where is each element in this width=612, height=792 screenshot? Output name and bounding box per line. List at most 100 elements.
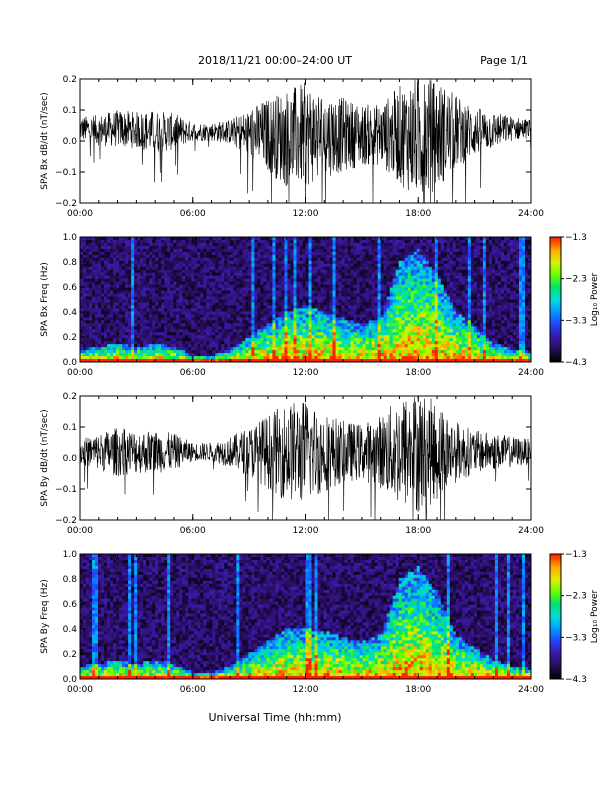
spectrogram-cell xyxy=(212,254,216,259)
spectrogram-cell xyxy=(425,323,430,327)
spectrogram-cell xyxy=(239,302,243,306)
spectrogram-cell xyxy=(230,359,234,363)
spectrogram-cell xyxy=(143,260,147,265)
spectrogram-cell xyxy=(101,350,105,354)
spectrogram-cell xyxy=(245,326,249,330)
spectrogram-cell xyxy=(116,278,120,283)
spectrogram-cell xyxy=(296,335,300,339)
spectrogram-cell xyxy=(89,242,93,247)
spectrogram-cell xyxy=(152,350,156,354)
spectrogram-cell xyxy=(116,266,120,271)
spectrogram-cell xyxy=(392,237,397,241)
spectrogram-cell xyxy=(407,242,412,247)
spectrogram-cell xyxy=(302,356,306,360)
spectrogram-cell xyxy=(410,302,415,306)
spectrogram-cell xyxy=(134,281,138,286)
spectrogram-cell xyxy=(212,237,216,241)
spectrogram-cell xyxy=(401,326,406,330)
spectrogram-cell xyxy=(377,326,382,330)
spectrogram-cell xyxy=(98,275,102,280)
spectrogram-cell xyxy=(95,338,99,342)
spectrogram-cell xyxy=(248,332,252,336)
spectrogram-cell xyxy=(401,272,406,277)
spectrogram-cell xyxy=(110,287,114,291)
spectrogram-cell xyxy=(425,275,430,280)
spectrogram-cell xyxy=(161,239,165,244)
spectrogram-cell xyxy=(113,332,117,336)
spectrogram-cell xyxy=(413,248,418,253)
spectrogram-cell xyxy=(428,260,433,265)
spectrogram-cell xyxy=(278,308,282,312)
spectrogram-cell xyxy=(92,290,96,294)
spectrogram-cell xyxy=(182,254,186,259)
spectrogram-cell xyxy=(86,314,90,318)
spectrogram-cell xyxy=(413,281,418,286)
spectrogram-cell xyxy=(287,269,291,274)
spectrogram-cell xyxy=(206,332,210,336)
spectrogram-cell xyxy=(83,281,87,286)
spectrogram-cell xyxy=(227,350,231,354)
spectrogram-cell xyxy=(80,293,84,297)
spectrogram-cell xyxy=(176,269,180,274)
spectrogram-cell xyxy=(404,344,409,348)
spectrogram-cell xyxy=(299,320,303,324)
spectrogram-cell xyxy=(323,254,327,259)
spectrogram-cell xyxy=(188,293,192,297)
spectrogram-cell xyxy=(299,350,303,354)
spectrogram-cell xyxy=(104,278,108,283)
spectrogram-cell xyxy=(89,302,93,306)
spectrogram-cell xyxy=(140,284,144,288)
spectrogram-cell xyxy=(359,269,364,274)
spectrogram-cell xyxy=(137,314,141,318)
spectrogram-cell xyxy=(278,239,282,244)
spectrogram-cell xyxy=(200,269,204,274)
spectrogram-cell xyxy=(293,329,297,333)
spectrogram-cell xyxy=(272,242,276,247)
spectrogram-cell xyxy=(323,266,327,271)
spectrogram-cell xyxy=(227,308,231,312)
spectrogram-cell xyxy=(137,251,141,256)
spectrogram-cell xyxy=(101,323,105,327)
spectrogram-cell xyxy=(356,269,361,274)
spectrogram-cell xyxy=(356,284,361,288)
spectrogram-cell xyxy=(389,353,394,357)
spectrogram-cell xyxy=(326,257,330,262)
spectrogram-cell xyxy=(395,344,400,348)
spectrogram-cell xyxy=(146,284,150,288)
spectrogram-cell xyxy=(335,284,339,288)
spectrogram-cell xyxy=(185,338,189,342)
spectrogram-cell xyxy=(113,311,117,315)
spectrogram-cell xyxy=(398,341,403,345)
spectrogram-cell xyxy=(107,281,111,286)
spectrogram-cell xyxy=(245,260,249,265)
spectrogram-cell xyxy=(233,353,237,357)
spectrogram-cell xyxy=(161,332,165,336)
spectrogram-cell xyxy=(344,344,348,348)
spectrogram-cell xyxy=(272,305,276,309)
spectrogram-cell xyxy=(362,302,367,306)
spectrogram-cell xyxy=(374,248,379,253)
spectrogram-cell xyxy=(284,296,288,300)
spectrogram-cell xyxy=(392,356,397,360)
spectrogram-cell xyxy=(224,293,228,297)
spectrogram-cell xyxy=(98,242,102,247)
spectrogram-cell xyxy=(407,341,412,345)
spectrogram-cell xyxy=(197,332,201,336)
spectrogram-cell xyxy=(386,242,391,247)
spectrogram-cell xyxy=(347,281,351,286)
spectrogram-cell xyxy=(341,278,345,283)
spectrogram-cell xyxy=(362,245,367,250)
spectrogram-cell xyxy=(140,329,144,333)
spectrogram-cell xyxy=(419,302,424,306)
spectrogram-cell xyxy=(116,257,120,262)
spectrogram-cell xyxy=(92,281,96,286)
spectrogram-cell xyxy=(167,281,171,286)
spectrogram-cell xyxy=(152,314,156,318)
spectrogram-cell xyxy=(377,296,382,300)
spectrogram-cell xyxy=(92,254,96,259)
spectrogram-cell xyxy=(404,356,409,360)
spectrogram-cell xyxy=(293,269,297,274)
spectrogram-cell xyxy=(188,344,192,348)
spectrogram-cell xyxy=(191,311,195,315)
spectrogram-cell xyxy=(329,311,333,315)
